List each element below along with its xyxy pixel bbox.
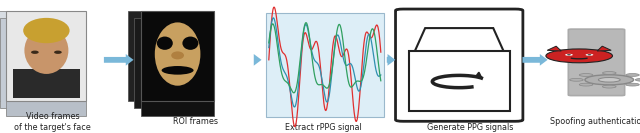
Bar: [141, 25, 214, 116]
Ellipse shape: [155, 22, 200, 86]
Circle shape: [602, 72, 616, 74]
Circle shape: [579, 74, 593, 76]
Bar: [0, 11, 74, 101]
Bar: [0, 18, 80, 108]
Ellipse shape: [23, 18, 70, 43]
Ellipse shape: [54, 51, 62, 54]
Bar: [6, 11, 86, 101]
FancyBboxPatch shape: [568, 29, 625, 96]
Bar: [409, 51, 509, 111]
Circle shape: [598, 78, 620, 82]
Bar: [141, 11, 214, 101]
Circle shape: [570, 78, 583, 81]
Polygon shape: [597, 46, 611, 51]
Bar: [6, 25, 86, 116]
Ellipse shape: [567, 54, 571, 55]
Ellipse shape: [172, 51, 184, 59]
Ellipse shape: [586, 54, 593, 56]
Bar: [134, 18, 208, 108]
Ellipse shape: [182, 37, 198, 50]
Polygon shape: [415, 28, 504, 52]
Text: ROI frames: ROI frames: [173, 117, 218, 126]
Circle shape: [602, 85, 616, 88]
Text: Extract IPI /
Generate PPG signals: Extract IPI / Generate PPG signals: [428, 112, 513, 132]
Circle shape: [626, 74, 639, 76]
Ellipse shape: [588, 54, 591, 55]
Text: Spoofing authentication: Spoofing authentication: [550, 117, 640, 126]
Polygon shape: [547, 46, 561, 51]
Text: Extract rPPG signal: Extract rPPG signal: [285, 123, 362, 132]
Circle shape: [546, 49, 612, 63]
Ellipse shape: [162, 66, 194, 75]
Text: Video frames
of the target's face: Video frames of the target's face: [14, 112, 91, 132]
FancyBboxPatch shape: [396, 9, 523, 121]
Bar: [13, 69, 80, 98]
Ellipse shape: [31, 51, 38, 54]
Circle shape: [579, 83, 593, 86]
Ellipse shape: [24, 27, 68, 74]
Bar: [128, 11, 202, 101]
Circle shape: [636, 78, 640, 81]
Ellipse shape: [565, 54, 573, 56]
Ellipse shape: [157, 37, 173, 50]
Bar: [266, 13, 384, 117]
Circle shape: [585, 75, 634, 85]
Circle shape: [626, 83, 639, 86]
